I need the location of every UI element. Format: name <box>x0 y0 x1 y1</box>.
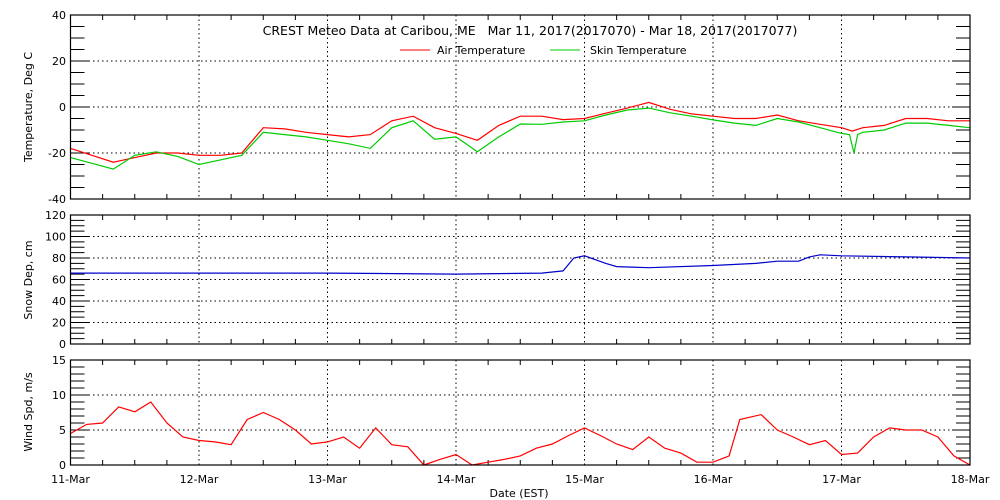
legend: Air Temperature Skin Temperature <box>400 44 687 57</box>
x-tick-label: 15-Mar <box>565 473 604 486</box>
y-tick-label: 20 <box>52 317 66 330</box>
y-tick-label: -40 <box>48 193 66 206</box>
y-tick-label: 10 <box>52 389 66 402</box>
y-tick-label: -20 <box>48 147 66 160</box>
y-tick-label: 40 <box>52 295 66 308</box>
x-tick-label: 13-Mar <box>308 473 347 486</box>
y-axis-label-temperature: Temperature, Deg C <box>22 52 35 163</box>
series-line-air-temperature <box>70 101 970 163</box>
y-tick-label: 60 <box>52 274 66 287</box>
plot-frame <box>69 359 971 466</box>
plot-frame <box>69 14 971 200</box>
y-tick-label: 100 <box>45 231 66 244</box>
y-tick-label: 5 <box>59 424 66 437</box>
x-tick-label: 17-Mar <box>822 473 861 486</box>
x-tick-label: 16-Mar <box>694 473 733 486</box>
x-tick-label: 18-Mar <box>951 473 990 486</box>
legend-skin-temperature-label: Skin Temperature <box>590 44 687 57</box>
y-tick-label: 15 <box>52 354 66 367</box>
y-axis-label-snow-depth: Snow Dep, cm <box>22 240 35 319</box>
series-line-skin-temperature <box>70 107 971 170</box>
chart-title: CREST Meteo Data at Caribou, ME Mar 11, … <box>263 23 798 38</box>
x-tick-label: 12-Mar <box>180 473 219 486</box>
series-line-panel-3-series-0 <box>70 401 971 466</box>
x-tick-label: 14-Mar <box>437 473 476 486</box>
plot-frame <box>69 214 971 345</box>
x-tick-label: 11-Mar <box>51 473 90 486</box>
y-tick-label: 0 <box>59 101 66 114</box>
y-tick-label: 20 <box>52 55 66 68</box>
series-line-panel-2-series-0 <box>70 254 971 275</box>
y-tick-label: 0 <box>59 459 66 472</box>
panel-2: 0 20 40 60 80 100 120 <box>45 209 971 351</box>
y-tick-label: 40 <box>52 9 66 22</box>
y-tick-label: 120 <box>45 209 66 222</box>
legend-air-temperature-label: Air Temperature <box>437 44 526 57</box>
panel-1: -40 -20 0 20 40 <box>48 9 971 206</box>
panel-3: 0 5 10 15 11-Mar 12-Mar 13-Mar 14-Mar 15-Mar 16-M… <box>51 354 990 486</box>
x-axis-label: Date (EST) <box>489 487 548 500</box>
y-tick-label: 80 <box>52 252 66 265</box>
y-tick-label: 0 <box>59 338 66 351</box>
y-axis-label-wind-speed: Wind Spd, m/s <box>22 372 35 452</box>
